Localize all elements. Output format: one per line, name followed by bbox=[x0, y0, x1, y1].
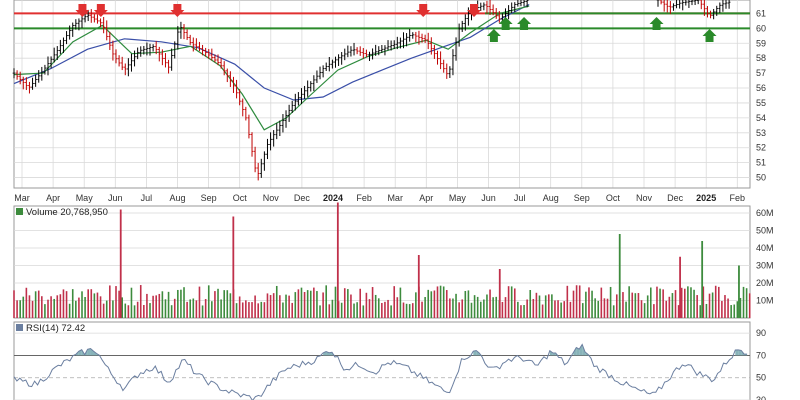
x-axis-label: Jul bbox=[141, 193, 153, 203]
volume-y-tick-label: 60M bbox=[756, 208, 774, 218]
x-axis-label: May bbox=[76, 193, 94, 203]
rsi-overbought-fill bbox=[87, 348, 91, 356]
volume-y-tick-label: 20M bbox=[756, 278, 774, 288]
rsi-overbought-fill bbox=[576, 347, 580, 356]
x-axis-label: Jun bbox=[108, 193, 123, 203]
rsi-y-tick-label: 70 bbox=[756, 350, 766, 360]
rsi-overbought-fill bbox=[473, 350, 477, 356]
x-axis-label: May bbox=[449, 193, 467, 203]
rsi-overbought-fill bbox=[738, 349, 742, 356]
rsi-overbought-fill bbox=[323, 351, 327, 356]
x-axis-label: Aug bbox=[169, 193, 185, 203]
price-y-tick-label: 50 bbox=[756, 173, 766, 183]
volume-legend-swatch bbox=[16, 208, 23, 215]
price-y-tick-label: 55 bbox=[756, 98, 766, 108]
price-y-tick-label: 57 bbox=[756, 68, 766, 78]
rsi-y-tick-label: 30 bbox=[756, 395, 766, 400]
rsi-legend: RSI(14) 72.42 bbox=[26, 323, 85, 334]
sell-arrow-marker bbox=[416, 4, 431, 17]
buy-arrow-marker bbox=[649, 17, 664, 30]
x-axis-label: Mar bbox=[387, 193, 403, 203]
x-axis-label: 2024 bbox=[323, 193, 343, 203]
buy-arrow-marker bbox=[498, 17, 513, 30]
x-axis-label: Jun bbox=[481, 193, 496, 203]
rsi-y-tick-label: 90 bbox=[756, 328, 766, 338]
volume-panel-frame bbox=[13, 205, 751, 319]
x-axis-label: Sep bbox=[201, 193, 217, 203]
x-axis-label: Apr bbox=[419, 193, 433, 203]
rsi-line bbox=[13, 343, 748, 400]
price-y-tick-label: 60 bbox=[756, 23, 766, 33]
buy-arrow-marker bbox=[702, 29, 717, 42]
price-y-tick-label: 56 bbox=[756, 83, 766, 93]
price-y-tick-label: 51 bbox=[756, 158, 766, 168]
x-axis-label: Jul bbox=[514, 193, 526, 203]
rsi-overbought-fill bbox=[735, 349, 739, 356]
volume-legend: Volume 20,768,950 bbox=[26, 207, 108, 218]
rsi-y-tick-label: 50 bbox=[756, 373, 766, 383]
x-axis-label: Dec bbox=[294, 193, 311, 203]
x-axis-label: Apr bbox=[46, 193, 60, 203]
buy-arrow-marker bbox=[486, 29, 501, 42]
volume-y-tick-label: 50M bbox=[756, 226, 774, 236]
price-y-tick-label: 59 bbox=[756, 38, 766, 48]
buy-arrow-marker bbox=[517, 17, 532, 30]
x-axis-label: Sep bbox=[574, 193, 590, 203]
x-axis-label: Dec bbox=[667, 193, 684, 203]
volume-y-tick-label: 40M bbox=[756, 243, 774, 253]
rsi-panel-frame bbox=[13, 321, 751, 400]
x-axis-label: 2025 bbox=[696, 193, 716, 203]
sell-arrow-marker bbox=[93, 4, 108, 17]
x-axis-label: Feb bbox=[730, 193, 746, 203]
x-axis-label: Aug bbox=[543, 193, 559, 203]
x-axis-label: Oct bbox=[233, 193, 248, 203]
sell-arrow-marker bbox=[467, 4, 481, 17]
volume-y-tick-label: 30M bbox=[756, 261, 774, 271]
rsi-overbought-fill bbox=[552, 352, 556, 356]
price-y-tick-label: 58 bbox=[756, 53, 766, 63]
price-y-tick-label: 52 bbox=[756, 143, 766, 153]
price-panel-frame bbox=[13, 0, 751, 189]
sell-arrow-marker bbox=[75, 4, 90, 17]
sell-arrow-marker bbox=[170, 4, 185, 17]
x-axis-label: Oct bbox=[606, 193, 621, 203]
moving-average-long bbox=[13, 3, 530, 101]
rsi-overbought-fill bbox=[579, 344, 583, 356]
volume-y-tick-label: 10M bbox=[756, 296, 774, 306]
x-axis-label: Mar bbox=[14, 193, 30, 203]
price-y-tick-label: 54 bbox=[756, 113, 766, 123]
rsi-legend-swatch bbox=[16, 324, 23, 331]
price-y-tick-label: 53 bbox=[756, 128, 766, 138]
rsi-overbought-fill bbox=[90, 348, 94, 356]
x-axis-label: Nov bbox=[263, 193, 280, 203]
x-axis-label: Nov bbox=[636, 193, 653, 203]
rsi-overbought-fill bbox=[549, 350, 553, 356]
price-y-tick-label: 61 bbox=[756, 8, 766, 18]
x-axis-label: Feb bbox=[356, 193, 372, 203]
